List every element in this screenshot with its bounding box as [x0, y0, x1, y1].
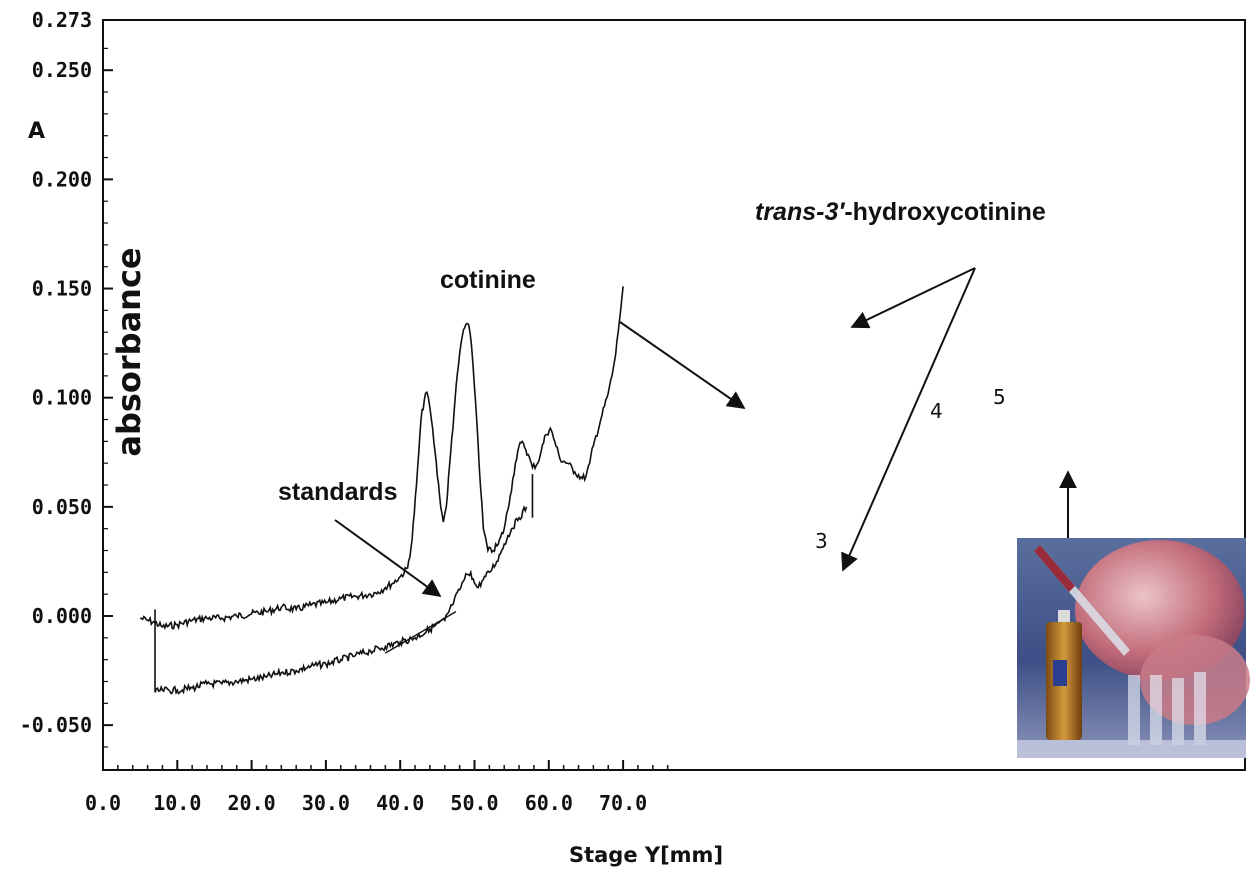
lab-photo	[1017, 538, 1250, 758]
x-tick-label: 20.0	[228, 791, 276, 815]
peak-label-3: 3	[815, 529, 828, 553]
baseline-segment	[384, 611, 457, 654]
y-tick-label: 0.273	[32, 8, 92, 32]
y-tick-label: 0.000	[32, 604, 92, 628]
y-tick-label: 0.250	[32, 58, 92, 82]
y-axis-ticks: 0.273 0.250 0.200 0.150 0.100 0.050 0.000 -0.05…	[20, 8, 113, 748]
peak-label-4: 4	[930, 399, 943, 423]
x-axis-ticks: 0.0 10.0 20.0 30.0 40.0 50.0 60.0 70.0	[85, 760, 669, 815]
hydroxycotinine-arrow-upper	[850, 267, 976, 329]
y-tick-label: 0.100	[32, 386, 92, 410]
standards-label: standards	[278, 478, 397, 506]
x-tick-label: 30.0	[302, 791, 350, 815]
cotinine-arrow	[619, 321, 746, 410]
y-axis-title: absorbance	[110, 247, 148, 456]
y-tick-label: 0.200	[32, 167, 92, 191]
y-tick-label: -0.050	[20, 713, 92, 737]
standards-arrow	[334, 519, 442, 598]
x-tick-label: 0.0	[85, 791, 121, 815]
y-tick-label: 0.050	[32, 495, 92, 519]
x-tick-label: 10.0	[153, 791, 201, 815]
y-tick-label: 0.150	[32, 277, 92, 301]
x-tick-label: 60.0	[525, 791, 573, 815]
x-tick-label: 50.0	[450, 791, 498, 815]
traces	[140, 286, 624, 695]
trace-upper-trace	[140, 286, 624, 631]
x-tick-label: 40.0	[376, 791, 424, 815]
x-axis-title: Stage Y[mm]	[569, 843, 723, 867]
x-tick-label: 70.0	[599, 791, 647, 815]
hydroxycotinine-arrow-lower	[841, 267, 976, 572]
trace-lower-trace	[154, 505, 528, 695]
cotinine-label: cotinine	[440, 266, 536, 294]
hydroxycotinine-label: trans-3′-hydroxycotinine	[755, 198, 1046, 226]
peak-label-5: 5	[993, 385, 1006, 409]
y-unit-label: A	[28, 119, 45, 144]
plot-frame	[102, 19, 1246, 771]
